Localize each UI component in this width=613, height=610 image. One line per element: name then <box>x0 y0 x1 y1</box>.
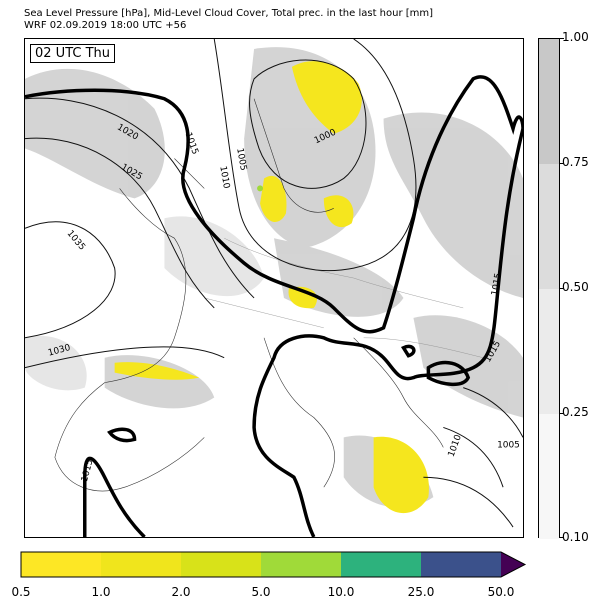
isobar-label: 1005 <box>497 440 520 450</box>
isobar-label: 1035 <box>65 229 87 253</box>
valid-time-label: 02 UTC Thu <box>30 44 115 63</box>
isobar-label: 1010 <box>447 433 464 458</box>
precip-band <box>261 552 341 577</box>
map-credit: meteologix <box>378 518 417 526</box>
isobar-label: 1015 <box>490 272 504 296</box>
cloud-tick-label: 1.00 <box>562 30 589 44</box>
cloud-tick-label: 0.75 <box>562 155 589 169</box>
precip-tick-label: 25.0 <box>407 585 435 599</box>
precip-tick-label: 1.0 <box>91 585 111 599</box>
isobar-label: 1015 <box>80 458 96 483</box>
chart-title-line2: WRF 02.09.2019 18:00 UTC +56 <box>24 20 187 31</box>
precip-extend-arrow <box>501 552 525 577</box>
cloud-band <box>539 289 559 414</box>
cloud-tick-label: 0.25 <box>562 405 589 419</box>
precip-band <box>101 552 181 577</box>
weather-map: 1015 1020 1025 1035 1030 1015 1005 1010 … <box>24 38 524 538</box>
cloud-tick-label: 0.50 <box>562 280 589 294</box>
precip-tick-label: 0.5 <box>11 585 31 599</box>
coastlines <box>54 98 444 492</box>
isobar-1015-bold <box>25 75 523 537</box>
cloud-band <box>539 39 559 164</box>
precipitation-colorbar <box>20 551 527 578</box>
isobar-label: 1005 <box>234 147 248 171</box>
precip-band <box>341 552 421 577</box>
cloud-band <box>539 414 559 539</box>
precipitation-layer <box>114 61 429 514</box>
cloud-cover-colorbar <box>538 38 560 539</box>
cloud-tick-label: 0.10 <box>562 530 589 544</box>
precip-tick-label: 5.0 <box>251 585 271 599</box>
isobar-label: 1015 <box>183 131 200 156</box>
precip-band <box>421 552 501 577</box>
precip-tick-label: 50.0 <box>487 585 515 599</box>
isobars-thin <box>25 39 523 528</box>
isobar-label: 1010 <box>217 165 231 189</box>
precip-band <box>21 552 101 577</box>
precip-tick-label: 2.0 <box>171 585 191 599</box>
cloud-band <box>539 164 559 289</box>
precip-band <box>181 552 261 577</box>
chart-title-line1: Sea Level Pressure [hPa], Mid-Level Clou… <box>24 8 434 19</box>
precip-tick-label: 10.0 <box>327 585 355 599</box>
